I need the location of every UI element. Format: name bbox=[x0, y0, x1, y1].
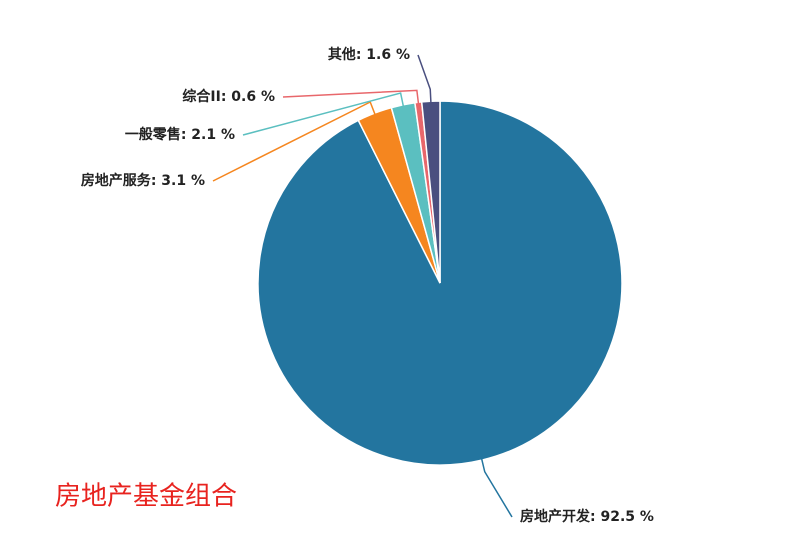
data-label: 综合II: 0.6 % bbox=[182, 88, 275, 105]
value-label: : 3.1 % bbox=[151, 173, 205, 189]
leader-line bbox=[417, 54, 432, 104]
leader-line bbox=[480, 457, 513, 518]
category-label: 房地产服务 bbox=[81, 172, 152, 189]
data-label: 房地产开发: 92.5 % bbox=[520, 508, 654, 525]
leader-line bbox=[212, 100, 376, 182]
chart-title: 房地产基金组合 bbox=[55, 482, 237, 512]
value-label: : 2.1 % bbox=[181, 127, 235, 143]
category-label: 综合II bbox=[182, 88, 220, 105]
data-label: 房地产服务: 3.1 % bbox=[81, 172, 205, 189]
data-label: 一般零售: 2.1 % bbox=[125, 126, 235, 143]
leader-line bbox=[242, 92, 405, 136]
data-label: 其他: 1.6 % bbox=[328, 46, 410, 63]
category-label: 其他 bbox=[328, 46, 356, 63]
value-label: : 1.6 % bbox=[356, 47, 410, 63]
leader-line bbox=[282, 89, 420, 105]
category-label: 房地产开发 bbox=[520, 508, 591, 525]
value-label: : 92.5 % bbox=[590, 509, 654, 525]
value-label: : 0.6 % bbox=[221, 89, 275, 105]
category-label: 一般零售 bbox=[125, 126, 181, 143]
